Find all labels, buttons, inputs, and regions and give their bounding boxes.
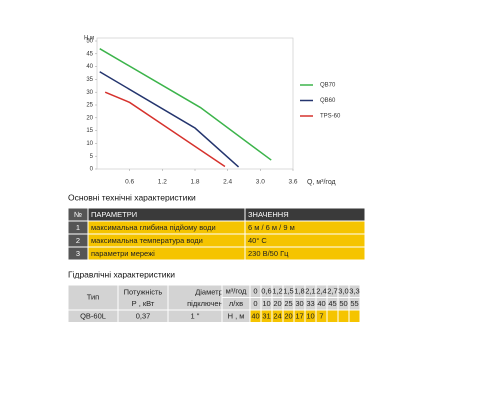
x-tick-label: 2.4	[223, 179, 232, 186]
hyd-flow: 1,8	[294, 287, 304, 296]
hyd-lmin: 45	[328, 299, 336, 308]
hyd-head: 40	[251, 312, 259, 321]
hyd-flow: 3,3	[349, 287, 359, 296]
hyd-unit: м³/год	[226, 287, 247, 296]
hyd-head-bg	[337, 309, 350, 323]
y-tick-label: 5	[90, 154, 94, 160]
y-tick-label: 35	[86, 77, 93, 83]
specs-cell: 40° С	[248, 236, 267, 245]
specs-cell: 3	[76, 249, 80, 258]
specs-header: ЗНАЧЕННЯ	[248, 210, 289, 219]
hyd-head: 24	[273, 312, 281, 321]
hyd-lmin: 25	[284, 299, 292, 308]
x-tick-label: 1.2	[158, 179, 167, 186]
specs-cell: 230 В/50 Гц	[248, 249, 289, 258]
series-line	[99, 71, 240, 168]
x-tick-label: 3.6	[288, 179, 297, 186]
hyd-lmin: 20	[273, 299, 281, 308]
hyd-lmin: 30	[295, 299, 303, 308]
specs-cell: параметри мережі	[91, 249, 155, 258]
y-tick-label: 0	[90, 167, 94, 173]
hyd-lmin: 0	[253, 299, 257, 308]
hyd-flow: 2,7	[327, 287, 337, 296]
specs-cell-bg	[244, 246, 366, 261]
series-line	[104, 91, 226, 168]
series-line	[99, 48, 272, 161]
y-tick-label: 15	[86, 128, 93, 134]
hydraulics-title: Гідравлічні характеристики	[68, 269, 175, 279]
legend-label: QB70	[320, 83, 336, 89]
hyd-lmin: 55	[350, 299, 358, 308]
hyd-head: 31	[262, 312, 270, 321]
legend-label: TPS-60	[320, 114, 341, 120]
x-tick-label: 0.6	[125, 179, 134, 186]
hyd-head-bg	[348, 309, 361, 323]
hyd-header-bg	[67, 284, 119, 311]
hyd-flow: 2,1	[305, 287, 315, 296]
hyd-head: 7	[319, 312, 323, 321]
specs-cell: максимальна температура води	[91, 236, 203, 245]
hyd-unit: Н , м	[228, 312, 245, 321]
hyd-flow: 3,0	[338, 287, 348, 296]
specs-cell: 6 м / 6 м / 9 м	[248, 223, 295, 232]
hyd-head: 10	[306, 312, 314, 321]
specs-header: ПАРАМЕТРИ	[91, 210, 137, 219]
hyd-row: QB-60L	[80, 312, 106, 321]
hyd-header: Р , кВт	[132, 299, 155, 308]
legend-label: QB60	[320, 98, 336, 104]
hyd-head: 17	[295, 312, 303, 321]
hyd-header: Тип	[87, 292, 100, 301]
y-tick-label: 30	[86, 90, 93, 96]
hyd-flow: 1,2	[272, 287, 282, 296]
y-tick-label: 25	[86, 103, 93, 109]
y-tick-label: 45	[86, 51, 93, 57]
hyd-header: Діаметр	[195, 288, 223, 297]
hyd-unit: л/хв	[229, 299, 243, 308]
hyd-lmin: 40	[317, 299, 325, 308]
y-tick-label: 10	[86, 141, 93, 147]
x-tick-label: 1.8	[190, 179, 199, 186]
hyd-lmin: 10	[262, 299, 270, 308]
y-tick-label: 20	[86, 115, 93, 121]
x-axis-label: Q, м³/год	[307, 179, 336, 186]
y-tick-label: 50	[86, 39, 93, 45]
specs-title: Основні технічні характеристики	[68, 192, 196, 202]
specs-cell: максимальна глибина підйому води	[91, 223, 216, 232]
specs-cell: 1	[76, 223, 80, 232]
hyd-flow: 0,6	[261, 287, 271, 296]
y-axis-label: Н,м	[84, 36, 94, 42]
hyd-head: 20	[284, 312, 292, 321]
plot-frame	[96, 37, 294, 170]
y-tick-label: 40	[86, 64, 93, 70]
hyd-flow: 2,4	[316, 287, 326, 296]
hyd-head-bg	[326, 309, 339, 323]
hyd-flow: 0	[253, 287, 257, 296]
specs-cell: 2	[76, 236, 80, 245]
specs-header: №	[74, 210, 82, 219]
hyd-row-bg	[167, 309, 223, 323]
hyd-flow: 1,5	[283, 287, 293, 296]
hyd-header: підключення	[187, 299, 231, 308]
hyd-row: 1 "	[191, 312, 200, 321]
hyd-lmin: 50	[339, 299, 347, 308]
x-tick-label: 3.0	[256, 179, 265, 186]
hyd-lmin: 33	[306, 299, 314, 308]
hyd-row: 0,37	[136, 312, 151, 321]
hyd-header: Потужність	[124, 288, 163, 297]
